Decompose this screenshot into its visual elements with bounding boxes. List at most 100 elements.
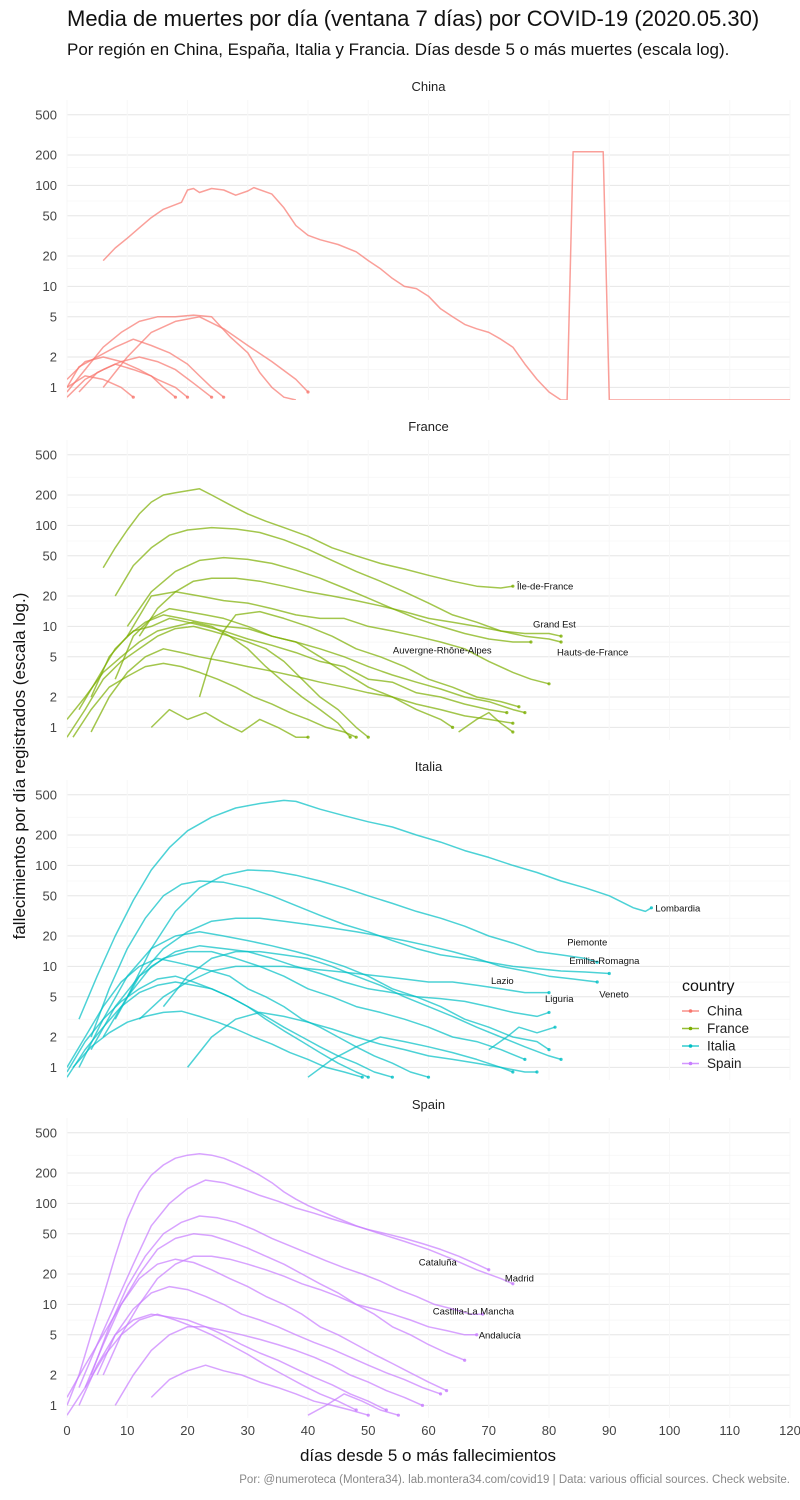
panel-title-france: France bbox=[408, 419, 448, 434]
series-end-point bbox=[366, 1413, 370, 1417]
y-tick-label: 5 bbox=[50, 649, 57, 664]
series-end-point bbox=[210, 395, 214, 399]
series-end-point bbox=[366, 735, 370, 739]
series-line-spain-11 bbox=[150, 1364, 369, 1416]
gridlines bbox=[66, 100, 791, 400]
legend: country China France Italia Spain bbox=[682, 978, 749, 1071]
series-end-point bbox=[559, 640, 563, 644]
series-end-point bbox=[529, 640, 533, 644]
region-label: Andalucía bbox=[479, 1330, 522, 1341]
y-tick-label: 10 bbox=[43, 619, 57, 634]
series-line-italia-9 bbox=[67, 957, 429, 1078]
series-end-point bbox=[511, 584, 515, 588]
legend-key-france: France bbox=[682, 1021, 749, 1036]
series-line-spain-2 bbox=[78, 1179, 490, 1388]
series-line-italia-13 bbox=[162, 950, 562, 1061]
series-end-point bbox=[505, 711, 509, 715]
series-end-point bbox=[366, 1075, 370, 1079]
series-line-france-15 bbox=[458, 711, 514, 733]
series-line-italia-12 bbox=[72, 1010, 363, 1078]
y-tick-label: 2 bbox=[50, 349, 57, 364]
region-label: Grand Est bbox=[533, 620, 576, 631]
series-line-china-7 bbox=[67, 375, 134, 398]
y-tick-label: 20 bbox=[43, 588, 57, 603]
series-lines bbox=[67, 488, 563, 739]
chart-title: Media de muertes por día (ventana 7 días… bbox=[67, 6, 760, 31]
x-tick-label: 100 bbox=[659, 1423, 681, 1438]
series-line-france-13 bbox=[198, 610, 520, 708]
series-line-spain-3 bbox=[90, 1215, 483, 1376]
x-tick-label: 120 bbox=[779, 1423, 800, 1438]
series-line-france-2 bbox=[114, 526, 562, 637]
series-end-point bbox=[553, 1025, 557, 1029]
series-end-point bbox=[348, 735, 352, 739]
series-line-italia-3 bbox=[90, 880, 610, 1038]
legend-dot bbox=[688, 1061, 693, 1066]
panel-france: France 1 2 5 10 20 50 100 200 500 Île-de-France Gra… bbox=[35, 419, 791, 740]
series-end-point bbox=[547, 682, 551, 686]
series-line-france-9 bbox=[90, 648, 514, 733]
region-label: Hauts-de-France bbox=[557, 648, 628, 659]
x-tick-label: 10 bbox=[120, 1423, 134, 1438]
series-line-france-11 bbox=[67, 621, 351, 738]
x-tick-label: 110 bbox=[719, 1423, 740, 1438]
y-tick-label: 5 bbox=[50, 309, 57, 324]
series-end-point bbox=[426, 1075, 431, 1079]
series-end-point bbox=[444, 1389, 449, 1393]
legend-key-spain: Spain bbox=[682, 1056, 742, 1071]
series-end-point bbox=[306, 390, 310, 394]
x-tick-label: 40 bbox=[301, 1423, 315, 1438]
y-tick-label: 5 bbox=[50, 1327, 57, 1342]
y-tick-label: 100 bbox=[35, 518, 57, 533]
series-end-point bbox=[559, 1057, 563, 1061]
series-line-china-2 bbox=[67, 314, 297, 400]
series-end-point bbox=[547, 1047, 551, 1052]
panels-layer: China125102050100200500France12510205010… bbox=[35, 79, 800, 1438]
y-tick-label: 50 bbox=[43, 548, 57, 563]
series-line-spain-5 bbox=[84, 1233, 465, 1388]
region-label: Île-de-France bbox=[516, 582, 574, 593]
series-line-china-4 bbox=[67, 356, 188, 398]
y-tick-label: 500 bbox=[35, 787, 57, 802]
series-end-point bbox=[607, 971, 611, 976]
series-line-france-3 bbox=[138, 577, 562, 643]
y-tick-label: 200 bbox=[35, 827, 57, 842]
y-tick-label: 1 bbox=[50, 380, 57, 395]
series-line-italia-4 bbox=[114, 917, 598, 1020]
series-end-point bbox=[517, 705, 521, 709]
series-end-point bbox=[306, 735, 310, 739]
y-tick-label: 20 bbox=[43, 248, 57, 263]
series-line-italia-8 bbox=[90, 950, 526, 1061]
series-end-point bbox=[420, 1403, 425, 1407]
legend-dot bbox=[688, 1026, 693, 1031]
series-line-france-8 bbox=[126, 591, 550, 685]
series-end-point bbox=[354, 735, 358, 739]
series-line-italia-14 bbox=[186, 1011, 537, 1073]
y-tick-label: 1 bbox=[50, 1398, 57, 1413]
series-line-spain-10 bbox=[114, 1326, 423, 1407]
series-line-italia-5 bbox=[138, 965, 549, 1020]
series-line-china-5 bbox=[67, 356, 213, 398]
series-end-point bbox=[438, 1392, 443, 1396]
series-lines bbox=[67, 151, 790, 400]
x-axis: 0 10 20 30 40 50 60 70 80 90 100 110 120 bbox=[63, 1423, 800, 1438]
y-tick-label: 100 bbox=[35, 858, 57, 873]
y-tick-label: 50 bbox=[43, 208, 57, 223]
chart-subtitle: Por región en China, España, Italia y Fr… bbox=[67, 40, 730, 59]
series-line-spain-7 bbox=[78, 1313, 387, 1411]
x-tick-label: 70 bbox=[482, 1423, 496, 1438]
caption: Por: @numeroteca (Montera34). lab.monter… bbox=[239, 1474, 790, 1486]
legend-label: Spain bbox=[707, 1056, 742, 1071]
panel-spain: Spain 1 2 5 10 20 50 100 200 500 Cataluña Madrid Cas… bbox=[35, 1097, 791, 1418]
series-line-spain-1 bbox=[67, 1152, 514, 1406]
series-end-point bbox=[487, 1268, 491, 1272]
series-end-point bbox=[523, 711, 527, 715]
y-tick-label: 500 bbox=[35, 447, 57, 462]
y-tick-label: 1 bbox=[50, 720, 57, 735]
series-end-point bbox=[390, 1075, 394, 1079]
series-line-spain-8 bbox=[67, 1313, 357, 1416]
legend-key-italia: Italia bbox=[682, 1039, 736, 1054]
series-end-point bbox=[547, 990, 551, 995]
legend-key-china: China bbox=[682, 1004, 743, 1019]
